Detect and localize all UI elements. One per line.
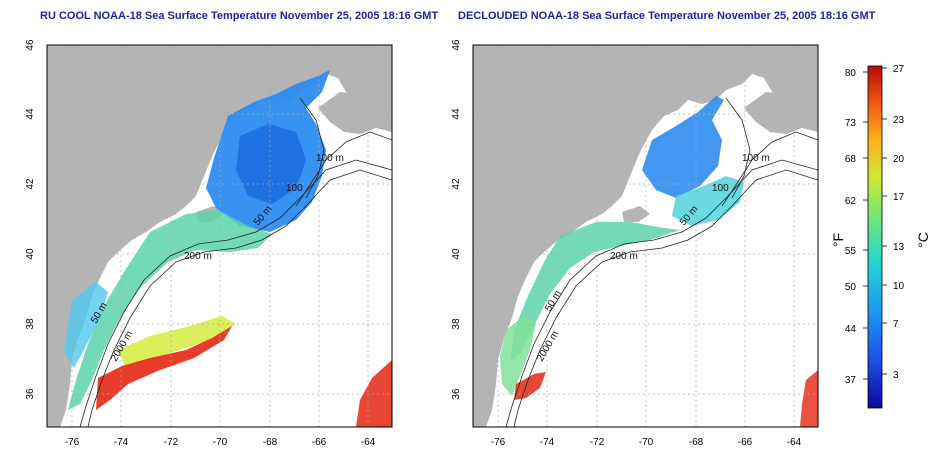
- left-contour-label-200m: 200 m: [184, 251, 212, 262]
- right-map-panel: 100 m 100 50 m 200 m 50 m 2000 m 46 44 4…: [451, 39, 819, 448]
- f-tick-37: 37: [845, 375, 857, 386]
- right-x-tick-66: -66: [738, 437, 753, 448]
- left-x-tick-76: -76: [65, 437, 80, 448]
- left-x-tick-72: -72: [164, 437, 179, 448]
- right-x-tick-68: -68: [689, 437, 704, 448]
- left-x-tick-68: -68: [263, 437, 278, 448]
- colorbar-scale: [867, 65, 883, 409]
- c-tick-20: 20: [893, 154, 905, 165]
- right-sst-south: [500, 316, 536, 396]
- right-sst-hot-corner: [800, 370, 818, 427]
- f-tick-73: 73: [845, 118, 857, 129]
- left-y-tick-40: 40: [25, 248, 36, 260]
- colorbar-c-ticks: 27 23 20 17 13 10 7 3: [893, 64, 905, 381]
- right-sst-cold: [642, 96, 724, 198]
- colorbar: 80 73 68 62 55 50 44 37 27 23 20 17 13 1…: [830, 64, 931, 409]
- right-y-tick-46: 46: [451, 39, 462, 51]
- right-y-tick-36: 36: [451, 388, 462, 400]
- right-grid: [473, 45, 818, 427]
- right-map-border: [472, 44, 819, 428]
- left-y-tick-44: 44: [25, 108, 36, 120]
- right-x-tick-72: -72: [590, 437, 605, 448]
- left-sst-hot-corner: [356, 360, 392, 427]
- c-tick-3: 3: [893, 370, 899, 381]
- right-y-axis: 46 44 42 40 38 36: [451, 39, 462, 400]
- left-x-tick-70: -70: [213, 437, 228, 448]
- colorbar-f-ticks: 80 73 68 62 55 50 44 37: [845, 68, 857, 386]
- left-grid: [47, 45, 392, 427]
- c-tick-7: 7: [893, 319, 899, 330]
- right-sst-shelf: [510, 222, 680, 362]
- right-land-north: [473, 45, 818, 427]
- left-sst-warm-band: [118, 316, 236, 368]
- right-contour-label-100m: 100 m: [742, 153, 770, 164]
- right-land-cape-cod: [622, 206, 650, 222]
- f-tick-68: 68: [845, 154, 857, 165]
- left-sst-hot: [96, 326, 232, 410]
- right-contour-label-100: 100: [712, 183, 729, 194]
- left-y-tick-36: 36: [25, 388, 36, 400]
- colorbar-tick-marks: [863, 67, 887, 380]
- c-tick-23: 23: [893, 115, 905, 126]
- left-x-tick-74: -74: [114, 437, 129, 448]
- colorbar-fahrenheit-label: °F: [830, 233, 846, 247]
- left-contour-label-100: 100: [286, 183, 303, 194]
- left-y-axis: 46 44 42 40 38 36: [25, 39, 36, 400]
- right-y-tick-44: 44: [451, 108, 462, 120]
- right-x-tick-74: -74: [540, 437, 555, 448]
- left-y-tick-46: 46: [25, 39, 36, 51]
- left-x-tick-66: -66: [312, 437, 327, 448]
- f-tick-80: 80: [845, 68, 857, 79]
- f-tick-55: 55: [845, 246, 857, 257]
- left-contours: [79, 97, 392, 427]
- right-sst-hot: [514, 372, 546, 400]
- f-tick-62: 62: [845, 196, 857, 207]
- right-contour-label-200m: 200 m: [610, 251, 638, 262]
- c-tick-27: 27: [893, 64, 905, 75]
- left-contour-label-100m: 100 m: [316, 153, 344, 164]
- colorbar-celsius-label: °C: [915, 232, 931, 248]
- right-land-nova-scotia: [744, 92, 818, 134]
- left-sst-coastal: [64, 282, 108, 368]
- left-map-border: [46, 44, 393, 428]
- right-contours: [505, 97, 818, 427]
- left-y-tick-38: 38: [25, 318, 36, 330]
- right-x-axis: -76 -74 -72 -70 -68 -66 -64: [491, 437, 802, 448]
- c-tick-13: 13: [893, 242, 905, 253]
- left-x-tick-64: -64: [361, 437, 376, 448]
- f-tick-44: 44: [845, 324, 857, 335]
- left-panel-title: RU COOL NOAA-18 Sea Surface Temperature …: [40, 10, 439, 22]
- left-map-panel: 100 m 100 50 m 200 m 50 m 2000 m 46 44 4…: [25, 39, 393, 448]
- right-x-tick-70: -70: [639, 437, 654, 448]
- left-y-tick-42: 42: [25, 178, 36, 190]
- left-land-north: [47, 45, 392, 427]
- right-y-tick-42: 42: [451, 178, 462, 190]
- f-tick-50: 50: [845, 282, 857, 293]
- c-tick-10: 10: [893, 281, 905, 292]
- left-land-nova-scotia: [318, 92, 392, 134]
- right-y-tick-40: 40: [451, 248, 462, 260]
- left-x-axis: -76 -74 -72 -70 -68 -66 -64: [65, 437, 376, 448]
- right-y-tick-38: 38: [451, 318, 462, 330]
- right-sst-mid: [672, 176, 744, 226]
- right-panel-title: DECLOUDED NOAA-18 Sea Surface Temperatur…: [458, 10, 876, 22]
- left-sst-shelf: [68, 210, 272, 410]
- c-tick-17: 17: [893, 192, 905, 203]
- right-x-tick-76: -76: [491, 437, 506, 448]
- right-x-tick-64: -64: [787, 437, 802, 448]
